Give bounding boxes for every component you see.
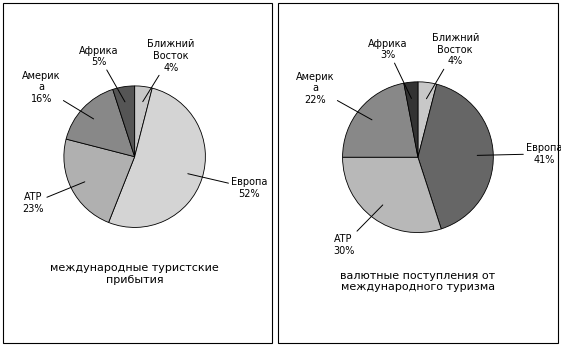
Wedge shape	[418, 82, 436, 157]
Wedge shape	[343, 83, 418, 157]
Text: АТР
23%: АТР 23%	[22, 182, 85, 214]
Wedge shape	[135, 86, 152, 157]
Wedge shape	[418, 84, 493, 229]
Wedge shape	[66, 89, 135, 157]
Text: Америк
а
22%: Америк а 22%	[296, 72, 372, 120]
Text: Ближний
Восток
4%: Ближний Восток 4%	[142, 39, 195, 102]
Wedge shape	[64, 139, 135, 223]
Wedge shape	[113, 86, 135, 157]
Text: Европа
52%: Европа 52%	[188, 174, 268, 199]
Text: Африка
3%: Африка 3%	[368, 39, 411, 98]
Text: АТР
30%: АТР 30%	[333, 205, 383, 256]
Text: Америк
а
16%: Америк а 16%	[22, 71, 94, 119]
Wedge shape	[404, 82, 418, 157]
Text: Ближний
Восток
4%: Ближний Восток 4%	[426, 33, 479, 99]
Text: Африка
5%: Африка 5%	[79, 46, 125, 102]
Text: валютные поступления от
международного туризма: валютные поступления от международного т…	[341, 271, 495, 292]
Wedge shape	[343, 157, 442, 233]
Text: Европа
41%: Европа 41%	[477, 143, 561, 165]
Text: международные туристские
прибытия: международные туристские прибытия	[50, 263, 219, 285]
Wedge shape	[109, 88, 205, 227]
